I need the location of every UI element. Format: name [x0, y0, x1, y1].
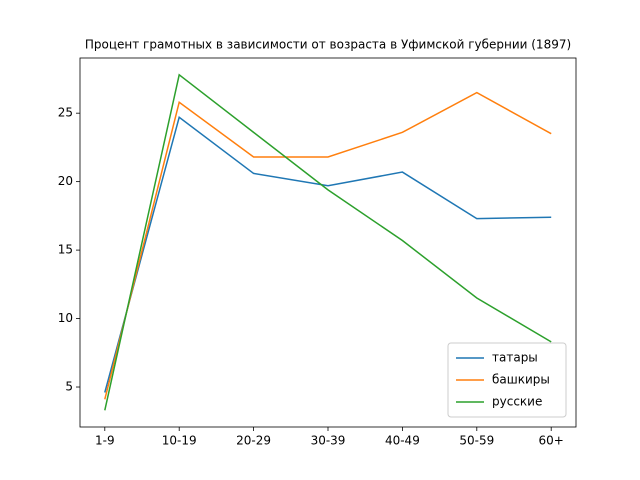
x-tick-label: 1-9: [95, 434, 115, 448]
x-tick-label: 60+: [539, 434, 564, 448]
y-tick-label: 5: [65, 380, 73, 394]
x-tick-label: 50-59: [459, 434, 494, 448]
data-line: [104, 73, 552, 411]
legend-label: русские: [492, 395, 542, 409]
legend-box: [447, 342, 567, 418]
chart-title: Процент грамотных в зависимости от возра…: [85, 38, 571, 52]
y-tick-label: 15: [58, 243, 73, 257]
plot-frame: [79, 57, 577, 428]
x-tick-label: 40-49: [385, 434, 420, 448]
legend-label: татары: [492, 351, 538, 365]
data-line: [104, 91, 552, 400]
data-line: [104, 116, 552, 393]
x-tick-label: 10-19: [162, 434, 197, 448]
x-tick-label: 30-39: [311, 434, 346, 448]
x-tick-label: 20-29: [236, 434, 271, 448]
y-tick-label: 20: [58, 174, 73, 188]
legend-label: башкиры: [492, 373, 550, 387]
y-tick-label: 10: [58, 311, 73, 325]
y-tick-label: 25: [58, 106, 73, 120]
